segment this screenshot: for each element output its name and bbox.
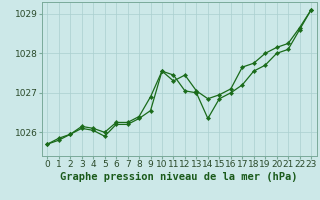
X-axis label: Graphe pression niveau de la mer (hPa): Graphe pression niveau de la mer (hPa) (60, 172, 298, 182)
